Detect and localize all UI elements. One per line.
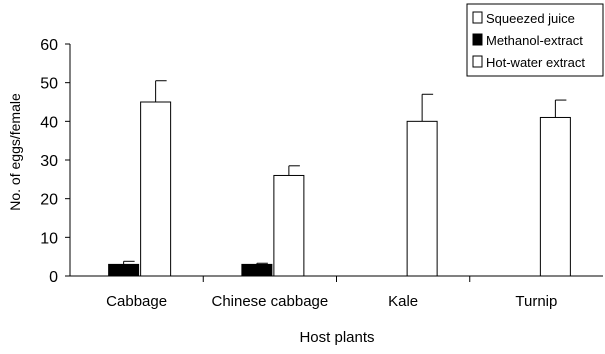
- y-tick-label: 0: [49, 269, 58, 286]
- x-tick-label: Chinese cabbage: [211, 293, 328, 310]
- bar: [241, 263, 273, 277]
- bar: [406, 120, 438, 277]
- bar: [140, 101, 172, 277]
- legend-label: Squeezed juice: [486, 11, 575, 26]
- y-tick-label: 20: [40, 192, 58, 209]
- y-tick-label: 10: [40, 230, 58, 247]
- legend: Squeezed juice Methanol-extract Hot-water …: [466, 3, 604, 77]
- bars: [108, 80, 571, 277]
- y-axis-label: No. of eggs/female: [7, 93, 23, 211]
- y-tick-label: 40: [40, 114, 58, 131]
- y-tick-label: 30: [40, 153, 58, 170]
- y-tick-label: 60: [40, 37, 58, 54]
- legend-swatch: [472, 33, 483, 46]
- y-tick-label: 50: [40, 76, 58, 93]
- x-tick-label: Cabbage: [106, 293, 167, 310]
- legend-swatch: [472, 55, 483, 68]
- bar: [273, 174, 305, 277]
- bar: [539, 116, 571, 277]
- y-tick-labels: 0 10 20 30 40 50 60: [40, 37, 58, 286]
- legend-swatch: [472, 11, 483, 24]
- legend-label: Methanol-extract: [486, 33, 583, 48]
- x-tick-label: Turnip: [515, 293, 557, 310]
- legend-box: [466, 3, 604, 77]
- x-tick-label: Kale: [388, 293, 418, 310]
- x-tick-labels: Cabbage Chinese cabbage Kale Turnip: [106, 293, 557, 310]
- legend-label: Hot-water extract: [486, 55, 585, 70]
- x-axis-label: Host plants: [299, 329, 374, 346]
- bar: [108, 263, 140, 277]
